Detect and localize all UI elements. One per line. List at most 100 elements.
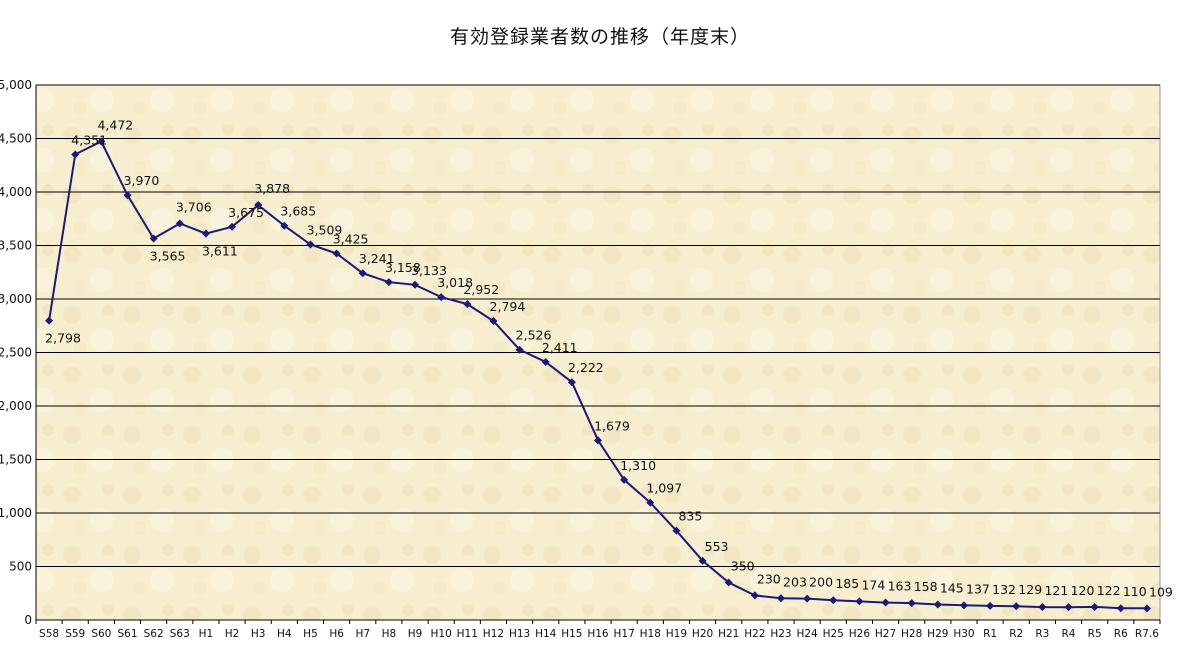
data-point [776, 594, 785, 603]
data-label: 4,472 [97, 117, 133, 132]
y-tick-label: 2,500 [0, 346, 32, 360]
x-tick-label: H27 [875, 628, 896, 640]
data-label: 2,952 [463, 282, 499, 297]
data-label: 3,241 [359, 251, 395, 266]
data-point [829, 596, 838, 605]
data-point [280, 221, 289, 230]
x-tick-label: H25 [823, 628, 844, 640]
data-label: 2,798 [45, 331, 81, 346]
data-point [672, 526, 681, 535]
data-label: 230 [757, 571, 781, 586]
data-label: 1,097 [646, 481, 682, 496]
data-point [123, 191, 132, 200]
data-point [750, 591, 759, 600]
x-tick-label: R1 [983, 628, 997, 640]
data-label: 3,133 [411, 263, 447, 278]
data-label: 122 [1097, 583, 1121, 598]
x-tick-label: H19 [666, 628, 687, 640]
data-label: 3,970 [124, 173, 160, 188]
data-label: 109 [1149, 584, 1173, 599]
data-label: 200 [809, 575, 833, 590]
x-tick-label: H10 [431, 628, 452, 640]
data-label: 553 [705, 539, 729, 554]
data-label: 1,679 [594, 418, 630, 433]
x-tick-label: H20 [692, 628, 713, 640]
data-point [463, 300, 472, 309]
data-label: 4,351 [71, 132, 107, 147]
data-label: 129 [1018, 582, 1042, 597]
data-label: 2,526 [516, 328, 552, 343]
data-point [1038, 603, 1047, 612]
data-label: 3,611 [202, 244, 238, 259]
chart-title: 有効登録業者数の推移（年度末） [449, 26, 750, 48]
data-point [71, 150, 80, 159]
data-label: 3,565 [150, 249, 186, 264]
data-point [620, 475, 629, 484]
data-point [228, 222, 237, 231]
data-label: 163 [888, 579, 912, 594]
x-tick-label: H21 [718, 628, 739, 640]
x-tick-label: H29 [927, 628, 948, 640]
data-point [45, 316, 54, 325]
data-label: 3,706 [176, 199, 212, 214]
x-tick-label: H26 [849, 628, 871, 640]
y-tick-label: 0 [24, 613, 32, 627]
data-label: 3,425 [333, 232, 369, 247]
x-tick-label: H12 [483, 628, 504, 640]
data-label: 2,222 [568, 360, 604, 375]
y-axis-ticks: 0 500 1,000 1,500 2,000 2,500 3,000 3,500 4,000 4… [0, 78, 32, 627]
x-tick-label: H8 [382, 628, 397, 640]
data-label: 2,411 [542, 340, 578, 355]
x-tick-label: S58 [39, 628, 59, 640]
data-label: 3,685 [280, 204, 316, 219]
data-point [803, 594, 812, 603]
y-tick-label: 4,000 [0, 185, 32, 199]
x-tick-label: S59 [65, 628, 85, 640]
data-label: 137 [966, 581, 990, 596]
data-point [201, 229, 210, 238]
x-tick-label: H6 [329, 628, 344, 640]
data-point [1064, 603, 1073, 612]
data-point [411, 280, 420, 289]
y-tick-label: 3,500 [0, 239, 32, 253]
x-tick-label: H16 [587, 628, 609, 640]
data-point [594, 436, 602, 445]
data-point [437, 293, 446, 302]
x-tick-label: S61 [117, 628, 137, 640]
data-point [986, 601, 995, 610]
data-point [1116, 604, 1125, 613]
data-label: 174 [861, 577, 885, 592]
data-label: 3,675 [228, 205, 264, 220]
data-label: 3,878 [254, 181, 290, 196]
x-tick-label: H2 [225, 628, 240, 640]
data-label: 3,018 [437, 275, 473, 290]
data-point [358, 269, 367, 278]
x-tick-label: R4 [1062, 628, 1076, 640]
x-axis-ticks: S58 S59 S60 S61 S62 S63 H1 H2 H3 H4 H5 H6 H7 H8 H9 H10 H… [35, 620, 1161, 640]
data-point [724, 578, 733, 587]
x-tick-label: S63 [170, 628, 190, 640]
data-point [855, 597, 864, 606]
y-tick-label: 1,500 [0, 453, 32, 467]
data-label: 350 [731, 559, 755, 574]
x-tick-label: H14 [535, 628, 557, 640]
x-tick-label: R5 [1088, 628, 1102, 640]
y-tick-label: 1,000 [0, 506, 32, 520]
data-point [1012, 602, 1021, 611]
data-point [332, 249, 341, 258]
data-point [97, 137, 106, 146]
data-point [881, 598, 890, 607]
x-tick-label: H15 [561, 628, 582, 640]
x-tick-label: H22 [744, 628, 765, 640]
x-tick-label: H24 [796, 628, 818, 640]
data-point [175, 219, 184, 228]
data-label: 203 [783, 574, 807, 589]
y-tick-label: 4,500 [0, 132, 32, 146]
x-tick-label: H4 [277, 628, 292, 640]
data-point [1142, 604, 1151, 613]
data-point [541, 358, 550, 367]
x-tick-label: H7 [355, 628, 370, 640]
data-point [254, 201, 263, 210]
data-label: 120 [1071, 583, 1095, 598]
